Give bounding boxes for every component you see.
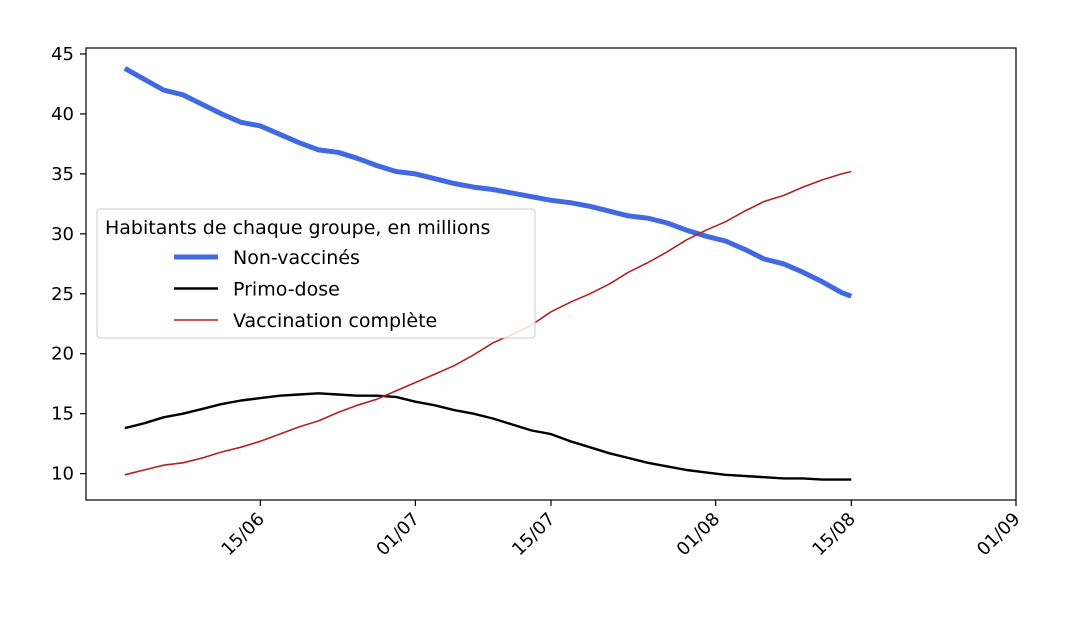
y-tick-label: 30: [51, 224, 74, 245]
series-line-2: [124, 170, 852, 476]
legend: Habitants de chaque groupe, en millions …: [96, 208, 536, 339]
y-tick-label: 20: [51, 344, 74, 365]
series-layer: [123, 66, 853, 481]
y-tick-label: 40: [51, 104, 74, 125]
legend-label: Vaccination complète: [233, 310, 437, 332]
legend-label: Primo-dose: [233, 279, 340, 301]
y-tick-label: 15: [51, 404, 74, 425]
legend-title: Habitants de chaque groupe, en millions: [105, 217, 490, 239]
legend-box: [96, 208, 536, 339]
y-tick-label: 10: [51, 464, 74, 485]
series-line-0: [123, 66, 853, 299]
legend-items: Non-vaccinés Primo-dose Vaccination complè…: [174, 247, 437, 332]
series-line-1: [124, 392, 852, 481]
legend-label: Non-vaccinés: [233, 247, 360, 269]
y-tick-label: 35: [51, 164, 74, 185]
y-tick-label: 25: [51, 284, 74, 305]
y-tick-label: 45: [51, 44, 74, 65]
y-axis: 10 15 20 25 30 35 40 45: [51, 44, 86, 485]
